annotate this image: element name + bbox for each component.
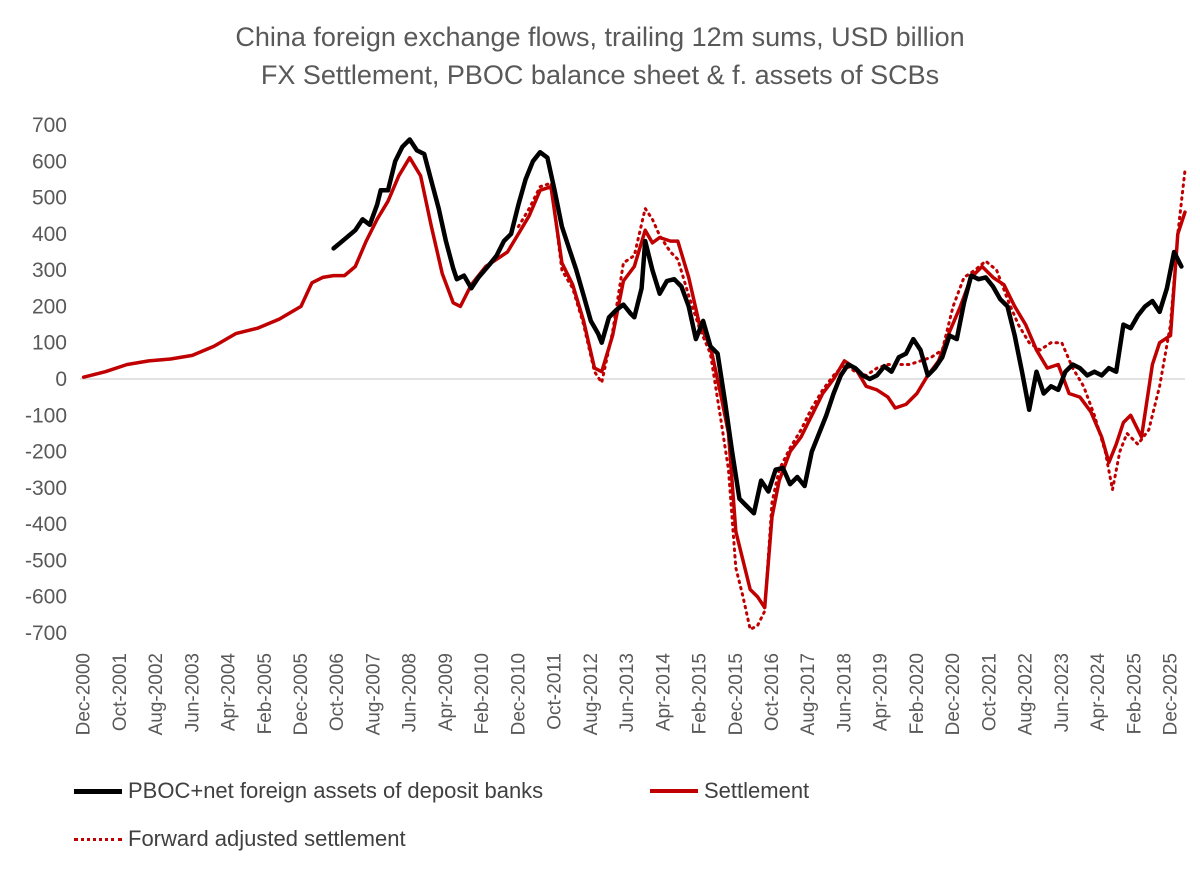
x-tick-label: Apr-2014 [653,653,674,732]
x-tick-label: Dec-2000 [74,653,95,735]
chart-title: China foreign exchange flows, trailing 1… [235,22,965,52]
x-tick-label: Jun-2003 [182,653,203,732]
x-tick-label: Feb-2005 [255,653,276,734]
y-axis: 700 600 500 400 300 200 100 0 -100 -200 -300 -400 -5… [25,114,67,645]
chart-subtitle: FX Settlement, PBOC balance sheet & f. a… [260,60,940,90]
x-tick-label: Feb-2025 [1124,653,1145,734]
y-tick-label: 0 [55,368,67,391]
series-line-pboc [331,137,1184,516]
x-tick-label: Feb-2015 [690,653,711,734]
y-tick-label: -700 [25,622,67,645]
y-tick-label: -300 [25,477,67,500]
x-tick-label: Dec-2010 [508,653,529,735]
x-tick-label: Feb-2010 [472,653,493,734]
y-tick-label: -200 [25,441,67,464]
x-tick-label: Dec-2020 [943,653,964,735]
x-tick-label: Jun-2008 [400,653,421,732]
x-tick-label: Oct-2016 [762,653,783,731]
legend-label-pboc: PBOC+net foreign assets of deposit banks [128,778,544,803]
x-tick-label: Aug-2002 [146,653,167,735]
legend-label-settlement: Settlement [704,778,810,803]
x-tick-label: Apr-2004 [219,653,240,732]
x-tick-label: Aug-2007 [363,653,384,735]
y-tick-label: 100 [32,332,67,355]
y-tick-label: -100 [25,404,67,427]
y-tick-label: 700 [32,114,67,137]
series-line-forward [516,168,1187,631]
x-tick-label: Jun-2013 [617,653,638,732]
x-tick-label: Apr-2024 [1088,653,1109,732]
x-tick-label: Oct-2011 [545,653,566,730]
legend-swatch-pboc [74,788,122,794]
legend-item-pboc: PBOC+net foreign assets of deposit banks [74,778,543,804]
chart-title-block: China foreign exchange flows, trailing 1… [0,18,1200,94]
series-line-settlement [81,155,1187,610]
y-tick-label: 200 [32,295,67,318]
x-axis: Dec-2000 Oct-2001 Aug-2002 Jun-2003 Apr-2004… [74,378,1185,735]
y-tick-label: -400 [25,513,67,536]
x-tick-label: Apr-2009 [436,653,457,731]
x-tick-label: Apr-2019 [871,653,892,731]
y-tick-label: -600 [25,586,67,609]
x-tick-label: Jun-2018 [834,653,855,732]
legend-swatch-forward [74,837,122,841]
y-tick-label: -500 [25,549,67,572]
legend-swatch-settlement [650,789,698,793]
x-tick-label: Oct-2001 [110,653,131,731]
x-tick-label: Aug-2022 [1016,653,1037,735]
x-tick-label: Dec-2025 [1161,653,1182,735]
legend-label-forward: Forward adjusted settlement [128,826,406,851]
legend-item-forward: Forward adjusted settlement [74,826,406,852]
x-tick-label: Aug-2017 [798,653,819,735]
y-tick-label: 300 [32,259,67,282]
y-tick-label: 400 [32,223,67,246]
x-tick-label: Jun-2023 [1052,653,1073,732]
x-tick-label: Feb-2020 [907,653,928,734]
y-tick-label: 600 [32,150,67,173]
x-tick-label: Aug-2012 [581,653,602,735]
y-tick-label: 500 [32,187,67,210]
series-layer [81,137,1187,631]
x-tick-label: Oct-2021 [979,653,1000,731]
x-tick-label: Dec-2005 [291,653,312,735]
x-tick-label: Oct-2006 [327,653,348,731]
x-tick-label: Dec-2015 [726,653,747,735]
legend-item-settlement: Settlement [650,778,809,804]
